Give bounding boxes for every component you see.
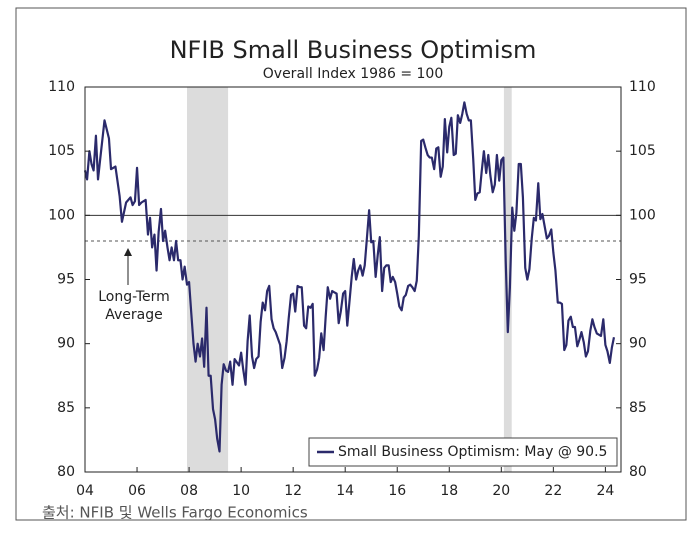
plot-area — [83, 87, 621, 472]
y2-tick-label: 100 — [629, 207, 656, 223]
series-line — [83, 101, 616, 453]
y2-tick-label: 95 — [629, 272, 647, 288]
y-tick-label: 80 — [57, 464, 75, 480]
y-tick-label: 105 — [48, 143, 75, 159]
x-tick-label: 06 — [128, 483, 146, 499]
chart-title: NFIB Small Business Optimism — [170, 36, 537, 64]
x-tick-label: 16 — [388, 483, 406, 499]
legend-label: Small Business Optimism: May @ 90.5 — [338, 444, 607, 460]
legend-box — [308, 437, 618, 467]
y2-tick-label: 110 — [629, 79, 656, 95]
annotation-arrowhead — [124, 248, 132, 256]
y2-tick-label: 80 — [629, 464, 647, 480]
y-tick-label: 95 — [57, 272, 75, 288]
x-tick-label: 20 — [492, 483, 510, 499]
annotation: Average — [105, 307, 163, 323]
x-tick-label: 04 — [76, 483, 94, 499]
chart-subtitle: Overall Index 1986 = 100 — [263, 66, 443, 82]
y2-tick-label: 85 — [629, 400, 647, 416]
y2-tick-label: 105 — [629, 143, 656, 159]
source: 출처: NFIB 및 Wells Fargo Economics — [42, 504, 308, 522]
x-tick-label: 10 — [232, 483, 250, 499]
x-tick-label: 12 — [284, 483, 302, 499]
frame — [15, 7, 687, 521]
x-tick-label: 18 — [440, 483, 458, 499]
x-tick-label: 14 — [336, 483, 354, 499]
recession-shade — [503, 87, 512, 472]
x-tick-label: 22 — [544, 483, 562, 499]
annotation: Long-Term — [98, 289, 170, 305]
plot-border — [84, 86, 622, 473]
x-tick-label: 08 — [180, 483, 198, 499]
y-tick-label: 100 — [48, 207, 75, 223]
y-tick-label: 85 — [57, 400, 75, 416]
y-tick-label: 90 — [57, 336, 75, 352]
recession-shade — [186, 87, 229, 472]
y2-tick-label: 90 — [629, 336, 647, 352]
x-tick-label: 24 — [596, 483, 614, 499]
y-tick-label: 110 — [48, 79, 75, 95]
